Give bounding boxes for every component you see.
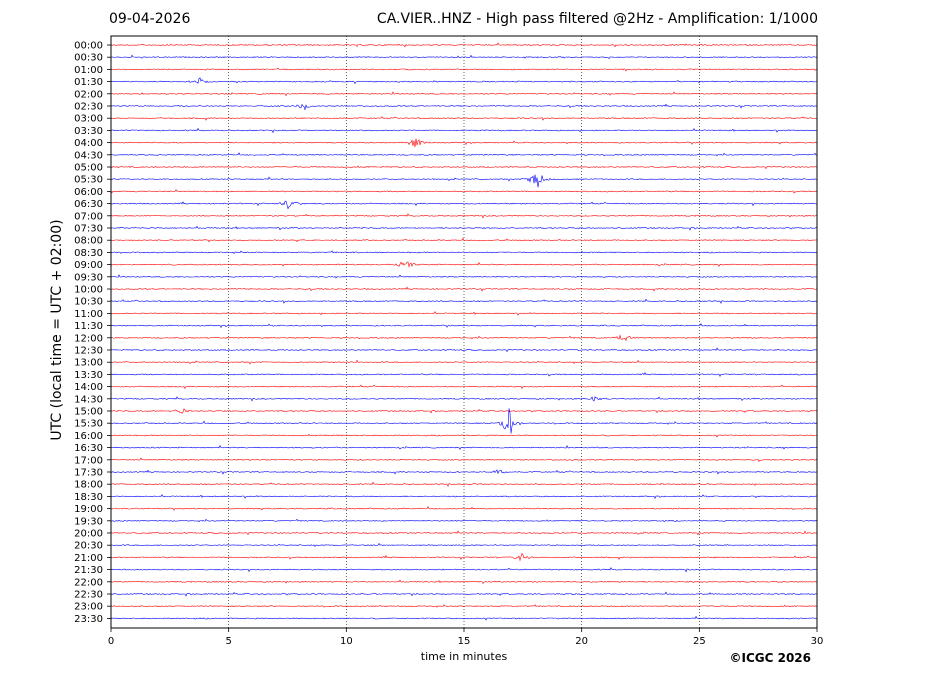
y-tick-label: 23:30: [74, 614, 103, 625]
y-tick-label: 08:00: [74, 236, 103, 247]
trace-1400: [110, 384, 818, 390]
y-tick-label: 11:30: [74, 321, 103, 332]
trace-1900: [110, 506, 818, 511]
trace-0600: [110, 189, 818, 194]
trace-1030: [110, 298, 818, 304]
trace-2100: [110, 552, 818, 562]
copyright-notice: ©ICGC 2026: [729, 651, 811, 665]
trace-1300: [110, 359, 818, 365]
x-tick-label: 20: [575, 636, 588, 647]
x-tick-label: 25: [693, 636, 706, 647]
y-tick-label: 20:00: [74, 529, 103, 540]
y-tick-label: 17:00: [74, 455, 103, 466]
y-tick-label: 01:30: [74, 77, 103, 88]
y-tick-label: 14:00: [74, 382, 103, 393]
chart-title: CA.VIER..HNZ - High pass filtered @2Hz -…: [376, 11, 818, 27]
y-tick-label: 15:00: [74, 407, 103, 418]
x-tick-label: 5: [225, 636, 231, 647]
x-tick-label: 10: [340, 636, 353, 647]
y-tick-label: 22:30: [74, 590, 103, 601]
y-axis-label: UTC (local time = UTC + 02:00): [49, 219, 65, 441]
trace-0400: [110, 138, 818, 148]
trace-1430: [110, 396, 818, 402]
y-tick-label: 05:30: [74, 175, 103, 186]
y-tick-label: 19:00: [74, 504, 103, 515]
y-tick-label: 23:00: [74, 602, 103, 613]
y-tick-label: 22:00: [74, 577, 103, 588]
x-tick-label: 30: [811, 636, 824, 647]
y-tick-label: 06:00: [74, 187, 103, 198]
y-tick-label: 12:30: [74, 346, 103, 357]
y-tick-label: 07:00: [74, 211, 103, 222]
trace-0500: [110, 165, 818, 170]
trace-1200: [110, 334, 818, 342]
y-tick-label: 09:30: [74, 272, 103, 283]
y-tick-label: 02:00: [74, 89, 103, 100]
trace-1930: [110, 518, 818, 523]
y-tick-label: 21:30: [74, 565, 103, 576]
y-tick-label: 18:30: [74, 492, 103, 503]
y-tick-label: 00:30: [74, 53, 103, 64]
y-tick-label: 02:30: [74, 102, 103, 113]
x-tick-label: 0: [108, 636, 114, 647]
x-axis: 0 5 10 15 20 25 30: [108, 628, 824, 647]
trace-1330: [110, 372, 818, 377]
y-tick-label: 09:00: [74, 260, 103, 271]
trace-0430: [110, 152, 818, 157]
grid-layer: [228, 36, 700, 628]
trace-0700: [110, 213, 817, 219]
trace-0330: [110, 127, 818, 134]
trace-1800: [110, 481, 818, 487]
y-tick-label: 14:30: [74, 394, 103, 405]
trace-1830: [110, 494, 818, 499]
trace-0530: [110, 174, 818, 188]
trace-0000: [110, 42, 818, 48]
y-tick-label: 08:30: [74, 248, 103, 259]
y-tick-label: 04:00: [74, 138, 103, 149]
y-tick-label: 16:00: [74, 431, 103, 442]
chart-date: 09-04-2026: [109, 11, 191, 27]
y-tick-label: 10:00: [74, 285, 103, 296]
y-tick-label: 12:00: [74, 333, 103, 344]
y-tick-label: 05:00: [74, 163, 103, 174]
trace-2030: [110, 542, 818, 548]
y-tick-label: 04:30: [74, 150, 103, 161]
plot-frame: [110, 35, 818, 629]
trace-2130: [110, 567, 817, 573]
trace-1230: [110, 347, 818, 353]
y-tick-label: 11:00: [74, 309, 103, 320]
y-tick-label: 06:30: [74, 199, 103, 210]
y-tick-label: 16:30: [74, 443, 103, 454]
y-tick-label: 21:00: [74, 553, 103, 564]
y-tick-label: 00:00: [74, 41, 103, 52]
y-tick-label: 03:30: [74, 126, 103, 137]
y-tick-label: 01:00: [74, 65, 103, 76]
y-tick-label: 07:30: [74, 224, 103, 235]
y-tick-label: 03:00: [74, 114, 103, 125]
y-tick-label: 10:30: [74, 297, 103, 308]
trace-1000: [111, 286, 818, 292]
y-tick-label: 17:30: [74, 468, 103, 479]
y-tick-label: 15:30: [74, 419, 103, 430]
trace-2000: [110, 530, 818, 536]
x-tick-label: 15: [458, 636, 471, 647]
x-axis-label: time in minutes: [420, 650, 508, 663]
y-tick-label: 13:30: [74, 370, 103, 381]
y-tick-label: 19:30: [74, 516, 103, 527]
y-tick-label: 13:00: [74, 358, 103, 369]
y-tick-label: 18:00: [74, 480, 103, 491]
y-tick-label: 20:30: [74, 541, 103, 552]
trace-1130: [110, 323, 818, 329]
